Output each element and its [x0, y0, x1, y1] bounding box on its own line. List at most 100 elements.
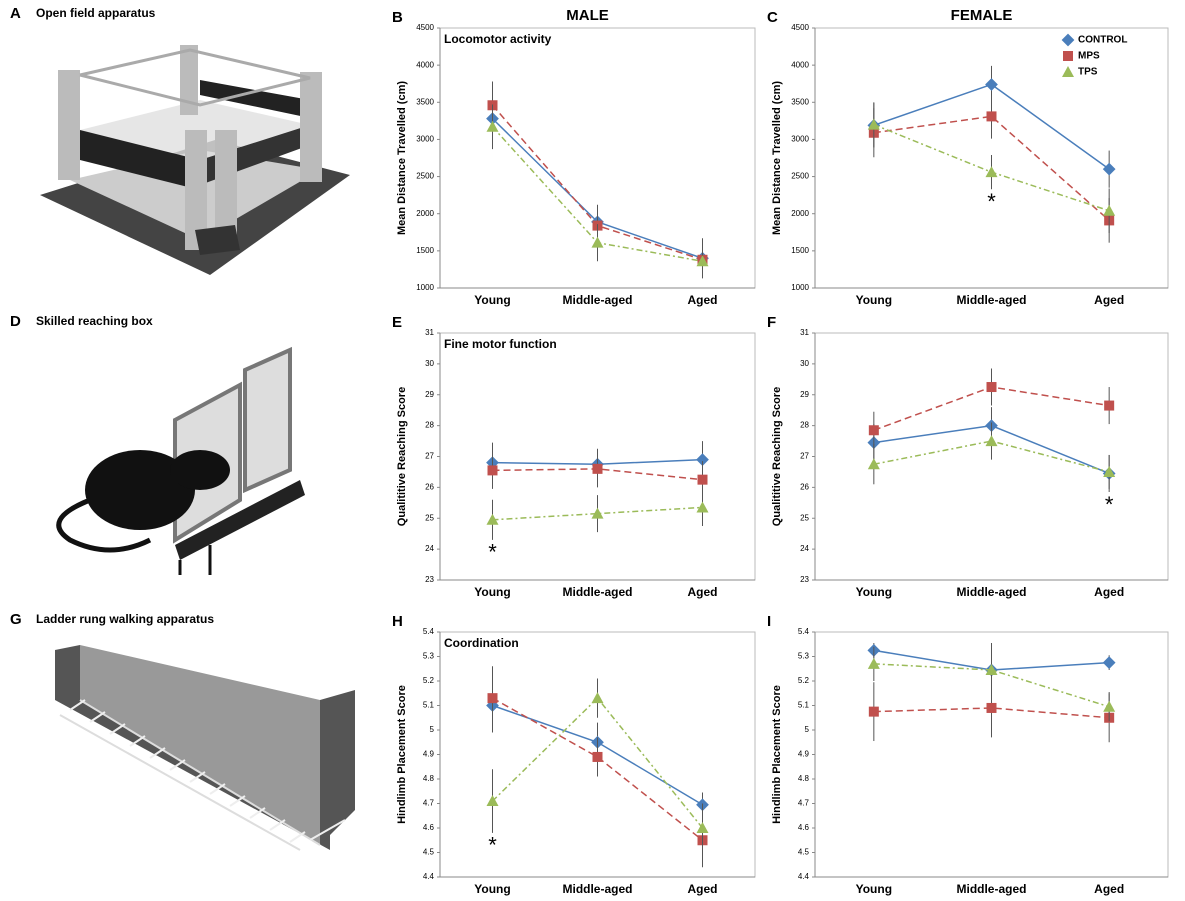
panel-title: Skilled reaching box: [36, 314, 153, 328]
y-tick-label: 24: [425, 544, 434, 553]
x-tick-label: Middle-aged: [562, 293, 632, 307]
series-line: [873, 707, 1110, 719]
annotation: *: [987, 189, 996, 214]
x-tick-label: Aged: [688, 293, 718, 307]
x-tick-label: Young: [474, 293, 510, 307]
chart: H Coordination Hindlimb Placement Score 4.4…: [392, 613, 756, 896]
series-line: [873, 115, 1110, 221]
marker: [592, 463, 603, 474]
marker: [696, 255, 709, 267]
marker: [867, 458, 880, 470]
panel-label: G: [10, 611, 22, 628]
y-tick-label: 5.2: [423, 676, 435, 685]
y-tick-label: 4.9: [798, 750, 810, 759]
y-axis-label: Hindlimb Placement Score: [396, 685, 408, 824]
y-tick-label: 4.4: [798, 872, 810, 881]
legend-label: CONTROL: [1078, 35, 1127, 46]
marker: [1061, 33, 1075, 47]
y-tick-label: 30: [800, 359, 809, 368]
chart-title: Locomotor activity: [444, 32, 552, 46]
y-tick-label: 2500: [791, 172, 809, 181]
marker: [1102, 656, 1116, 669]
marker: [1062, 66, 1074, 77]
marker: [1102, 162, 1116, 176]
annotation: *: [488, 540, 497, 565]
marker: [1103, 465, 1116, 477]
marker: [591, 507, 604, 519]
y-tick-label: 23: [425, 575, 434, 584]
panel-label: A: [10, 5, 21, 22]
x-tick-label: Aged: [688, 585, 718, 599]
marker: [486, 513, 499, 525]
x-tick-label: Middle-aged: [956, 585, 1026, 599]
y-tick-label: 4500: [791, 23, 809, 32]
marker: [985, 78, 998, 91]
y-tick-label: 31: [800, 328, 809, 337]
y-tick-label: 4.8: [423, 774, 435, 783]
chart: C FEMALE Mean Distance Travelled (cm) 1000 1…: [767, 7, 1169, 307]
reaching-box-illustration: [56, 346, 305, 575]
ladder-illustration: [55, 645, 355, 851]
chart: B MALE Locomotor activity Mean Distance Tra…: [392, 7, 756, 307]
marker: [486, 795, 499, 807]
marker: [487, 465, 498, 476]
y-tick-label: 1500: [416, 246, 434, 255]
marker: [867, 657, 880, 669]
chart-title: Coordination: [444, 636, 519, 650]
x-tick-label: Aged: [1094, 293, 1124, 307]
marker: [486, 120, 499, 132]
x-tick-label: Young: [474, 882, 510, 896]
x-tick-label: Young: [856, 293, 892, 307]
y-tick-label: 2000: [791, 209, 809, 218]
y-tick-label: 5: [430, 725, 435, 734]
y-axis-label: Hindlimb Placement Score: [771, 685, 783, 824]
panel-label: F: [767, 314, 776, 331]
y-tick-label: 26: [800, 482, 809, 491]
y-tick-label: 25: [425, 513, 434, 522]
column-title: FEMALE: [951, 7, 1013, 24]
y-tick-label: 29: [800, 390, 809, 399]
y-tick-label: 5.1: [798, 701, 810, 710]
marker: [591, 692, 604, 704]
y-tick-label: 2500: [416, 172, 434, 181]
y-tick-label: 5.1: [423, 701, 435, 710]
y-tick-label: 5: [805, 725, 810, 734]
y-tick-label: 30: [425, 359, 434, 368]
chart: I Hindlimb Placement Score 4.4 4.5 4.6 4.7 4.8…: [767, 613, 1169, 896]
y-tick-label: 27: [425, 452, 434, 461]
y-tick-label: 4500: [416, 23, 434, 32]
y-axis-label: Mean Distance Travelled (cm): [771, 81, 783, 235]
y-tick-label: 4.7: [423, 799, 435, 808]
y-axis-label: Mean Distance Travelled (cm): [396, 81, 408, 235]
y-tick-label: 4.6: [423, 823, 435, 832]
marker: [868, 706, 879, 717]
panel-title: Ladder rung walking apparatus: [36, 612, 214, 626]
y-axis-label: Qualititive Reaching Score: [771, 387, 783, 526]
y-tick-label: 24: [800, 544, 809, 553]
marker: [867, 118, 880, 130]
marker: [985, 166, 998, 178]
y-tick-label: 4.6: [798, 823, 810, 832]
y-tick-label: 2000: [416, 209, 434, 218]
series-line: [873, 440, 1110, 473]
y-tick-label: 27: [800, 452, 809, 461]
legend-label: MPS: [1078, 51, 1100, 62]
y-tick-label: 4000: [416, 60, 434, 69]
marker: [487, 693, 498, 704]
marker: [986, 702, 997, 713]
y-axis-label: Qualititive Reaching Score: [396, 387, 408, 526]
marker: [985, 663, 998, 675]
x-tick-label: Middle-aged: [956, 293, 1026, 307]
marker: [696, 822, 709, 833]
chart-title: Fine motor function: [444, 337, 557, 351]
y-tick-label: 5.4: [423, 627, 435, 636]
y-tick-label: 5.4: [798, 627, 810, 636]
x-tick-label: Young: [856, 585, 892, 599]
open-field-illustration: [40, 45, 350, 275]
y-tick-label: 1000: [416, 283, 434, 292]
y-tick-label: 23: [800, 575, 809, 584]
marker: [1103, 204, 1116, 216]
marker: [696, 501, 709, 513]
y-tick-label: 4000: [791, 60, 809, 69]
x-tick-label: Aged: [1094, 585, 1124, 599]
